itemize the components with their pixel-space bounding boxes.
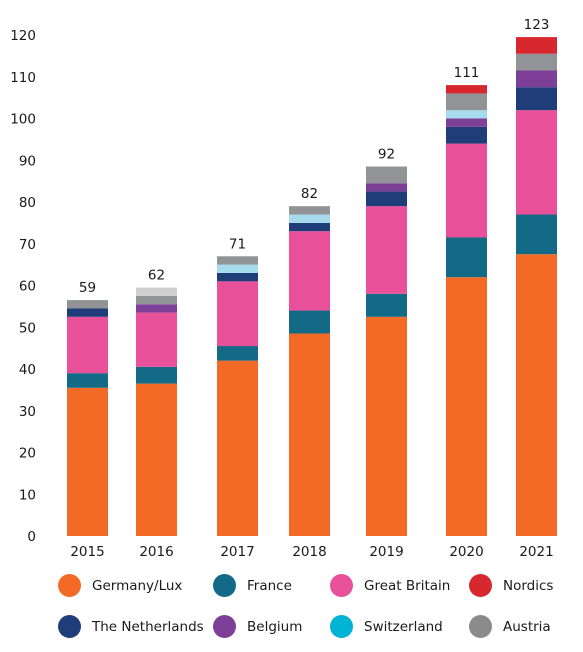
bar-segment-switzerland — [289, 214, 330, 223]
bar-segment-austria — [217, 256, 258, 265]
x-tick-label: 2018 — [292, 544, 326, 560]
bar-segment-france — [67, 373, 108, 388]
legend-item-the-netherlands: The Netherlands — [58, 615, 204, 638]
bar-segment-great-britain — [67, 316, 108, 374]
bar-segment-france — [366, 293, 407, 317]
bar-segment-belgium — [446, 118, 487, 127]
legend-label-belgium: Belgium — [247, 618, 303, 635]
x-tick-label: 2020 — [449, 544, 483, 560]
legend-item-nordics: Nordics — [469, 574, 553, 597]
y-tick-label: 40 — [19, 362, 36, 378]
legend-swatch-nordics — [469, 574, 492, 597]
bar-segment-nordics — [446, 85, 487, 94]
y-tick-label: 0 — [27, 529, 36, 545]
bar-segment-austria — [136, 295, 177, 305]
bar-segment-belgium — [136, 304, 177, 313]
bar-total-label: 62 — [148, 268, 165, 284]
bar-segment-switzerland — [217, 264, 258, 273]
bar-segment-france — [446, 237, 487, 278]
bar-segment-switzerland — [446, 110, 487, 119]
bar-segment-germany-lux — [516, 254, 557, 536]
y-tick-label: 110 — [10, 70, 36, 86]
y-tick-label: 20 — [19, 446, 36, 462]
bar-segment-france — [136, 366, 177, 384]
x-tick-label: 2017 — [220, 544, 254, 560]
bar-total-label: 59 — [79, 280, 96, 296]
x-tick-label: 2015 — [70, 544, 104, 560]
bar-segment-the-netherlands — [217, 272, 258, 282]
y-tick-label: 120 — [10, 28, 36, 44]
y-tick-label: 60 — [19, 279, 36, 295]
bar-segment-great-britain — [289, 231, 330, 311]
bar-segment-germany-lux — [217, 360, 258, 536]
bar-segment-germany-lux — [67, 387, 108, 536]
legend-label-switzerland: Switzerland — [364, 618, 443, 635]
legend-item-great-britain: Great Britain — [330, 574, 450, 597]
legend-label-austria: Austria — [503, 618, 551, 635]
bar-segment-france — [516, 214, 557, 255]
bar-segment-great-britain — [217, 281, 258, 347]
legend-label-the-netherlands: The Netherlands — [92, 618, 204, 635]
bar-segment-great-britain — [516, 110, 557, 215]
bar-segment-the-netherlands — [289, 222, 330, 232]
legend-item-france: France — [213, 574, 292, 597]
chart-legend: Germany/Lux France Great Britain Nordics… — [0, 562, 583, 652]
bar-segment-france — [217, 346, 258, 361]
y-tick-label: 50 — [19, 320, 36, 336]
legend-swatch-switzerland — [330, 615, 353, 638]
bar-segment-great-britain — [446, 143, 487, 238]
legend-swatch-austria — [469, 615, 492, 638]
legend-item-germany-lux: Germany/Lux — [58, 574, 182, 597]
bar-segment-great-britain — [366, 206, 407, 294]
y-tick-label: 100 — [10, 112, 36, 128]
bar-segment-austria — [67, 300, 108, 309]
bar-total-label: 71 — [229, 236, 246, 252]
bar-segment-great-britain — [136, 312, 177, 367]
legend-label-france: France — [247, 577, 292, 594]
bar-total-label: 82 — [301, 186, 318, 202]
y-tick-label: 90 — [19, 153, 36, 169]
legend-label-great-britain: Great Britain — [364, 577, 451, 594]
y-tick-label: 80 — [19, 195, 36, 211]
legend-item-belgium: Belgium — [213, 615, 302, 638]
legend-item-switzerland: Switzerland — [330, 615, 443, 638]
stacked-bar-chart: 0 10 20 30 40 50 60 70 80 90 100 110 120 59 2015 62 2016… — [10, 17, 557, 560]
bar-segment-the-netherlands — [516, 87, 557, 111]
y-tick-label: 70 — [19, 237, 36, 253]
bar-segment-other — [136, 287, 177, 296]
bar-segment-germany-lux — [289, 333, 330, 536]
bar-segment-the-netherlands — [67, 308, 108, 317]
legend-swatch-the-netherlands — [58, 615, 81, 638]
x-tick-label: 2021 — [519, 544, 553, 560]
y-tick-label: 30 — [19, 404, 36, 420]
bar-segment-germany-lux — [136, 383, 177, 536]
legend-swatch-belgium — [213, 615, 236, 638]
bar-segment-the-netherlands — [446, 126, 487, 144]
bar-segment-germany-lux — [446, 277, 487, 536]
bar-total-label: 92 — [378, 147, 395, 163]
legend-swatch-great-britain — [330, 574, 353, 597]
bar-segment-france — [289, 310, 330, 334]
bar-segment-austria — [366, 166, 407, 184]
bar-segment-the-netherlands — [366, 191, 407, 207]
bar-segment-austria — [446, 93, 487, 111]
legend-swatch-france — [213, 574, 236, 597]
bar-segment-austria — [289, 206, 330, 215]
x-tick-label: 2016 — [139, 544, 173, 560]
bar-segment-germany-lux — [366, 316, 407, 536]
legend-label-nordics: Nordics — [503, 577, 554, 594]
bar-segment-belgium — [366, 183, 407, 192]
legend-item-austria: Austria — [469, 615, 551, 638]
bar-segment-austria — [516, 53, 557, 71]
bar-segment-nordics — [516, 37, 557, 54]
bar-total-label: 123 — [524, 17, 550, 33]
bar-total-label: 111 — [454, 65, 480, 81]
bar-segment-belgium — [516, 70, 557, 88]
y-tick-label: 10 — [19, 487, 36, 503]
legend-label-germany-lux: Germany/Lux — [92, 577, 183, 594]
x-tick-label: 2019 — [369, 544, 403, 560]
legend-swatch-germany-lux — [58, 574, 81, 597]
